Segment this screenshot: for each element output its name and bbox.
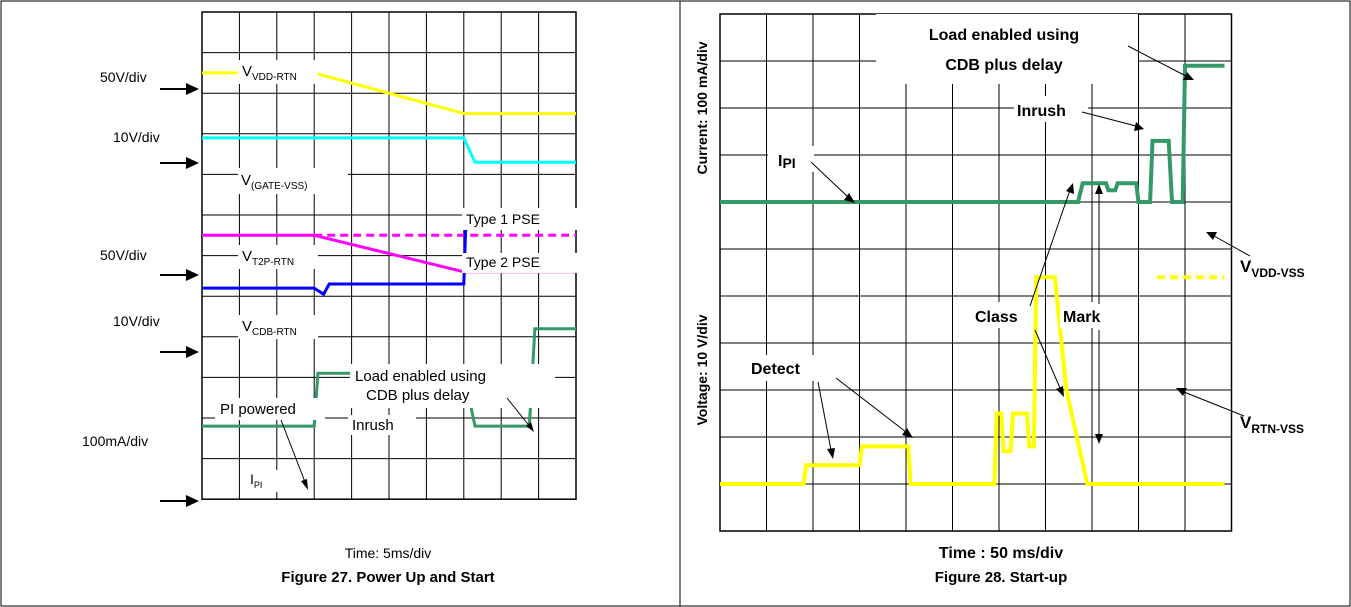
leader-vdd-vss <box>1213 235 1251 257</box>
leader-vdd-vss-arrowhead <box>1206 232 1217 240</box>
trace-label-ipi-sub: PI <box>254 480 263 490</box>
marker-arrow-ipi <box>160 495 199 507</box>
right-plot-traces <box>720 63 1225 486</box>
annotation-load-enabled-line1: Load enabled using <box>355 368 486 385</box>
trace-label-t2p-rtn-main: V <box>242 248 252 265</box>
trace-label-vdd-rtn-sub: VDD-RTN <box>252 72 297 83</box>
trace-label-gate-vss-main: V <box>241 172 251 189</box>
trace-label-vdd-vss: VVDD-VSS <box>1240 257 1305 280</box>
right-plot-grid <box>719 13 1233 532</box>
right-series-2 <box>720 275 1225 486</box>
scale-label-gate: 10V/div <box>113 129 160 145</box>
right-grid-border <box>719 13 1233 532</box>
leader-detect-2-arrowhead <box>902 428 913 438</box>
left-x-axis-label: Time: 5ms/div <box>345 545 432 561</box>
scale-label-t2p: 50V/div <box>100 247 147 263</box>
left-scale-labels: 50V/div 10V/div 50V/div 10V/div 100mA/di… <box>82 69 160 449</box>
left-series-1 <box>202 136 576 164</box>
marker-arrow-cdb <box>160 346 199 358</box>
annotation-load-enabled-right-line2: CDB plus delay <box>945 57 1062 74</box>
leader-rtn-vss-arrowhead <box>1176 388 1187 396</box>
leader-class-down-arrowhead <box>1056 386 1064 397</box>
leader-detect-2 <box>835 377 907 433</box>
leader-inrush-right-arrowhead <box>1134 122 1144 131</box>
trace-label-ipi-right-main: I <box>778 153 782 170</box>
annotation-inrush-left: Inrush <box>352 417 394 434</box>
annotation-pi-powered: PI powered <box>220 401 296 418</box>
leader-detect-1-arrowhead <box>827 448 835 459</box>
trace-label-ipi-right-sub: PI <box>782 155 795 171</box>
trace-label-gate-vss: V(GATE-VSS) <box>241 172 308 192</box>
trace-label-cdb-rtn-main: V <box>242 318 252 335</box>
right-panel-frame <box>679 0 1351 607</box>
annotation-type2-pse: Type 2 PSE <box>466 254 540 270</box>
trace-label-ipi-right: IPI <box>778 153 796 171</box>
leader-mark-up-arrowhead <box>1095 184 1103 194</box>
leader-pi-powered <box>280 419 306 483</box>
right-x-axis-label: Time : 50 ms/div <box>939 545 1063 562</box>
trace-label-t2p-rtn: VT2P-RTN <box>242 248 294 268</box>
marker-arrow-t2p <box>160 269 199 281</box>
annotation-inrush-right: Inrush <box>1017 103 1066 120</box>
trace-label-vdd-rtn: VVDD-RTN <box>242 63 297 83</box>
leader-class-down <box>1034 329 1061 389</box>
trace-label-vdd-vss-main: V <box>1240 257 1252 276</box>
left-panel-frame <box>0 0 681 607</box>
annotation-detect: Detect <box>751 361 801 378</box>
trace-label-cdb-rtn: VCDB-RTN <box>242 318 297 338</box>
leader-load-enabled-right <box>1127 45 1187 77</box>
right-annotations: Load enabled using CDB plus delay Inrush… <box>748 14 1340 459</box>
right-series-0 <box>720 63 1225 204</box>
leader-ipi-right-arrowhead <box>844 193 855 203</box>
trace-label-vdd-rtn-main: V <box>242 63 252 80</box>
leader-rtn-vss <box>1183 391 1245 417</box>
trace-label-rtn-vss-sub: RTN-VSS <box>1251 422 1304 436</box>
leader-class-up <box>1029 189 1071 307</box>
leader-load-enabled-arrowhead <box>526 422 534 432</box>
trace-label-rtn-vss: VRTN-VSS <box>1240 413 1304 436</box>
left-marker-arrows <box>160 83 199 507</box>
scale-label-cdb: 10V/div <box>113 313 160 329</box>
trace-label-gate-vss-sub: (GATE-VSS) <box>251 181 307 192</box>
scale-label-ipi: 100mA/div <box>82 433 148 449</box>
trace-label-ipi-main: I <box>250 471 254 487</box>
annotation-load-enabled-line2: CDB plus delay <box>366 387 470 404</box>
scale-label-vdd: 50V/div <box>100 69 147 85</box>
trace-label-ipi: IPI <box>250 471 262 490</box>
leader-inrush-right <box>1081 111 1137 127</box>
marker-arrow-gate <box>160 157 199 169</box>
leader-load-enabled-right-arrowhead <box>1183 72 1194 80</box>
left-figure-caption: Figure 27. Power Up and Start <box>281 569 494 586</box>
leader-load-enabled <box>506 397 532 429</box>
trace-label-t2p-rtn-sub: T2P-RTN <box>252 257 294 268</box>
right-y-axis-label-current: Current: 100 mA/div <box>694 41 710 174</box>
annotation-mark: Mark <box>1063 309 1100 326</box>
right-y-axis-label-voltage: Voltage: 10 V/div <box>694 314 710 425</box>
trace-label-rtn-vss-main: V <box>1240 413 1252 432</box>
right-figure-caption: Figure 28. Start-up <box>935 569 1068 586</box>
annotation-load-enabled-right-line1: Load enabled using <box>929 27 1079 44</box>
leader-mark-down-arrowhead <box>1095 434 1103 444</box>
annotation-type1-pse: Type 1 PSE <box>466 211 540 227</box>
leader-detect-1 <box>817 381 832 451</box>
left-annotations: Type 1 PSE Type 2 PSE Load enabled using… <box>215 208 577 490</box>
leader-pi-powered-arrowhead <box>301 479 308 490</box>
leader-ipi-right <box>810 161 849 198</box>
leader-class-up-arrowhead <box>1066 183 1074 194</box>
marker-arrow-vdd <box>160 83 199 95</box>
trace-label-vdd-vss-sub: VDD-VSS <box>1251 266 1304 280</box>
left-trace-labels: VVDD-RTN V(GATE-VSS) VT2P-RTN VCDB-RTN I… <box>238 60 348 492</box>
trace-label-cdb-rtn-sub: CDB-RTN <box>252 327 297 338</box>
annotation-class: Class <box>975 309 1018 326</box>
